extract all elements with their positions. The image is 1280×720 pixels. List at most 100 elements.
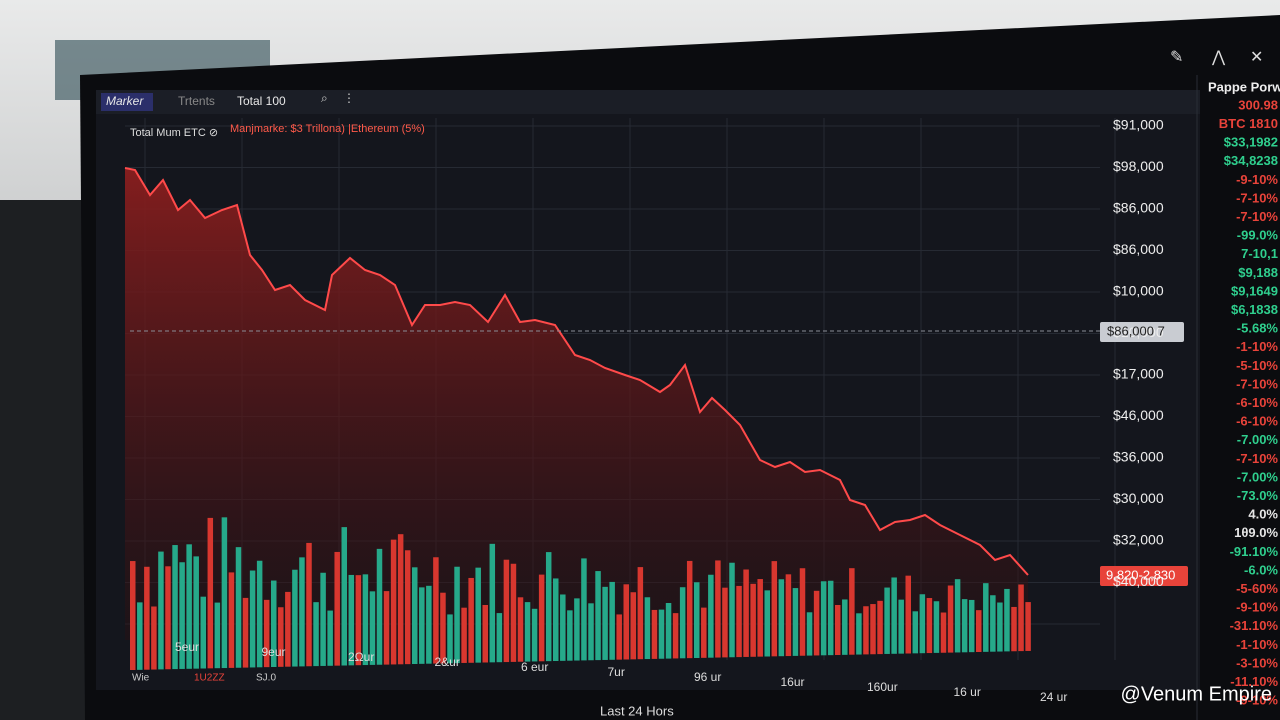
volume-bar [757, 579, 763, 657]
volume-bar [820, 581, 827, 656]
volume-bar [778, 579, 785, 657]
volume-bar [616, 614, 622, 660]
volume-bar [362, 574, 369, 666]
volume-bar [665, 603, 672, 659]
volume-bar [686, 560, 693, 659]
watchlist-item: -99.0% [1237, 228, 1279, 243]
volume-bar [285, 591, 291, 667]
price-label: $32,000 [1113, 532, 1164, 548]
volume-bar [919, 594, 926, 654]
volume-bar [200, 596, 206, 669]
watchlist-item: 1θ9.0% [1234, 525, 1278, 540]
volume-bar [947, 585, 954, 653]
volume-bar [426, 585, 432, 664]
volume-bar [320, 572, 326, 666]
volume-bar [574, 598, 580, 661]
volume-bar [158, 551, 164, 670]
icon-more[interactable]: ⋮ [343, 91, 355, 105]
watchlist-item: -7-10% [1236, 190, 1278, 205]
volume-bar [553, 578, 559, 661]
icon-edit[interactable]: ✎ [1170, 49, 1183, 66]
volume-bar [898, 599, 904, 654]
watchlist-item: $6,1838 [1231, 302, 1278, 317]
price-label: $40,000 [1113, 573, 1164, 589]
volume-bar [299, 557, 305, 667]
volume-bar [461, 607, 467, 663]
volume-bar [397, 534, 404, 665]
volume-bar [708, 574, 714, 658]
volume-bar [743, 569, 749, 657]
price-label: $86,000 [1113, 241, 1164, 257]
volume-bar [637, 567, 644, 660]
price-area [125, 168, 1028, 640]
volume-bar [715, 560, 721, 658]
volume-bar [228, 572, 235, 668]
tab-active[interactable] [101, 93, 153, 111]
volume-bar [694, 582, 700, 658]
watchlist-item: -3-10% [1236, 655, 1278, 670]
icon-chart[interactable]: ⋀ [1211, 49, 1226, 66]
volume-bar [419, 587, 425, 664]
volume-bar [468, 577, 474, 663]
volume-bar [623, 584, 629, 660]
volume-bar [390, 539, 397, 665]
icon-settings[interactable]: ✕ [1250, 49, 1263, 66]
toolbar-tab[interactable]: Trtents [178, 94, 215, 108]
volume-bar [313, 602, 319, 667]
price-label: $10,000 [1113, 324, 1164, 340]
volume-bar [531, 608, 538, 662]
current-price-label: $86,000 7 [1107, 323, 1165, 338]
watchlist-item: -9-10% [1236, 172, 1278, 187]
volume-bar [842, 599, 848, 655]
volume-bar [856, 613, 862, 655]
icon-search[interactable]: ⌕ [321, 91, 328, 105]
volume-bar [524, 602, 531, 662]
watchlist-item: -7.00% [1237, 469, 1279, 484]
time-label: 2&ur [435, 655, 460, 669]
volume-bar [454, 566, 460, 664]
toolbar-tab[interactable]: Total 100 [237, 94, 286, 108]
volume-bar [1011, 606, 1017, 652]
volume-bar [863, 606, 869, 655]
volume-bar [968, 599, 975, 653]
volume-bar [679, 587, 686, 659]
volume-bar [976, 610, 982, 652]
last-price-tag [1100, 566, 1188, 586]
volume-bar [214, 602, 221, 669]
watchlist-item: $9,1649 [1231, 283, 1278, 298]
volume-bar [799, 568, 806, 656]
volume-bar [137, 602, 143, 670]
watchlist-item: -7.00% [1237, 432, 1279, 447]
volume-bar [940, 612, 947, 653]
watchlist-item: 7-10,1 [1241, 246, 1278, 261]
price-label: $86,000 [1113, 200, 1164, 216]
footer-legend: SJ.0 [256, 673, 276, 684]
volume-bar [827, 580, 834, 656]
watchlist-item: $9,188 [1238, 265, 1278, 280]
volume-bar [933, 601, 940, 653]
watchlist-item: -7-10% [1236, 451, 1278, 466]
toolbar-tab[interactable]: Marker [106, 94, 144, 108]
time-label: 7ur [608, 665, 625, 679]
price-label: $46,000 [1113, 407, 1164, 423]
side-monitor [0, 200, 90, 720]
volume-bar [905, 575, 911, 654]
volume-bar [961, 599, 968, 653]
volume-bar [271, 580, 277, 667]
volume-bar [242, 597, 249, 668]
volume-bar [306, 542, 312, 667]
volume-bar [235, 547, 242, 668]
price-label: $36,000 [1113, 449, 1164, 465]
volume-bar [567, 610, 573, 661]
volume-bar [588, 603, 594, 661]
time-label: 16ur [781, 675, 805, 689]
volume-bar [249, 570, 256, 668]
watchlist-item: -73.0% [1237, 488, 1279, 503]
watchlist-item: 4.0% [1248, 507, 1278, 522]
price-label: $98,000 [1113, 158, 1164, 174]
volume-bar [256, 560, 263, 668]
time-label: 160ur [867, 680, 898, 694]
price-label: $17,000 [1113, 366, 1164, 382]
volume-bar [602, 586, 608, 660]
volume-bar [983, 583, 989, 652]
